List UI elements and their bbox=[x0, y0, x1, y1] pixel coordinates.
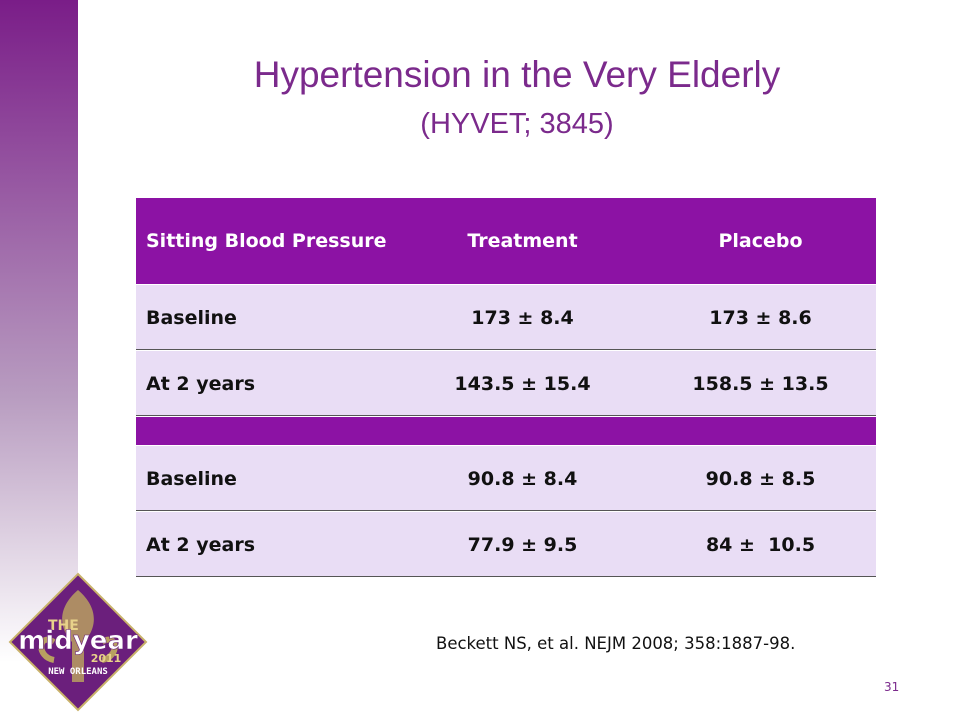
header-cell: Placebo bbox=[645, 198, 876, 285]
table: Sitting Blood Pressure Treatment Placebo… bbox=[136, 198, 876, 578]
header-cell: Treatment bbox=[400, 198, 645, 285]
logo-text: NEW ORLEANS bbox=[48, 667, 108, 677]
row: Baseline 173 ± 8.4 173 ± 8.6 bbox=[136, 284, 876, 351]
cell: 90.8 ± 8.5 bbox=[645, 445, 876, 512]
row: Baseline 90.8 ± 8.4 90.8 ± 8.5 bbox=[136, 445, 876, 512]
separator-row bbox=[136, 416, 876, 446]
cell: 173 ± 8.6 bbox=[645, 284, 876, 351]
cell: At 2 years bbox=[136, 350, 400, 417]
cell: Baseline bbox=[136, 284, 400, 351]
logo: THE midyear 2011 NEW ORLEANS bbox=[8, 572, 148, 712]
cell: 90.8 ± 8.4 bbox=[400, 445, 645, 512]
cell: Baseline bbox=[136, 445, 400, 512]
cell: 84 ± 10.5 bbox=[645, 511, 876, 578]
citation: Beckett NS, et al. NEJM 2008; 358:1887-9… bbox=[436, 634, 796, 653]
header-row: Sitting Blood Pressure Treatment Placebo bbox=[136, 198, 876, 285]
cell: 77.9 ± 9.5 bbox=[400, 511, 645, 578]
logo-text: THE bbox=[48, 618, 79, 634]
cell: 173 ± 8.4 bbox=[400, 284, 645, 351]
subtitle: (HYVET; 3845) bbox=[420, 108, 614, 140]
row: At 2 years 143.5 ± 15.4 158.5 ± 13.5 bbox=[136, 350, 876, 417]
cell: 143.5 ± 15.4 bbox=[400, 350, 645, 417]
row: At 2 years 77.9 ± 9.5 84 ± 10.5 bbox=[136, 511, 876, 578]
logo-text: 2011 bbox=[91, 652, 122, 665]
header-cell: Sitting Blood Pressure bbox=[136, 198, 400, 285]
title: Hypertension in the Very Elderly bbox=[253, 54, 781, 95]
cell: At 2 years bbox=[136, 511, 400, 578]
cell: 158.5 ± 13.5 bbox=[645, 350, 876, 417]
page-number: 31 bbox=[884, 680, 900, 694]
logo-text: midyear bbox=[18, 626, 138, 656]
